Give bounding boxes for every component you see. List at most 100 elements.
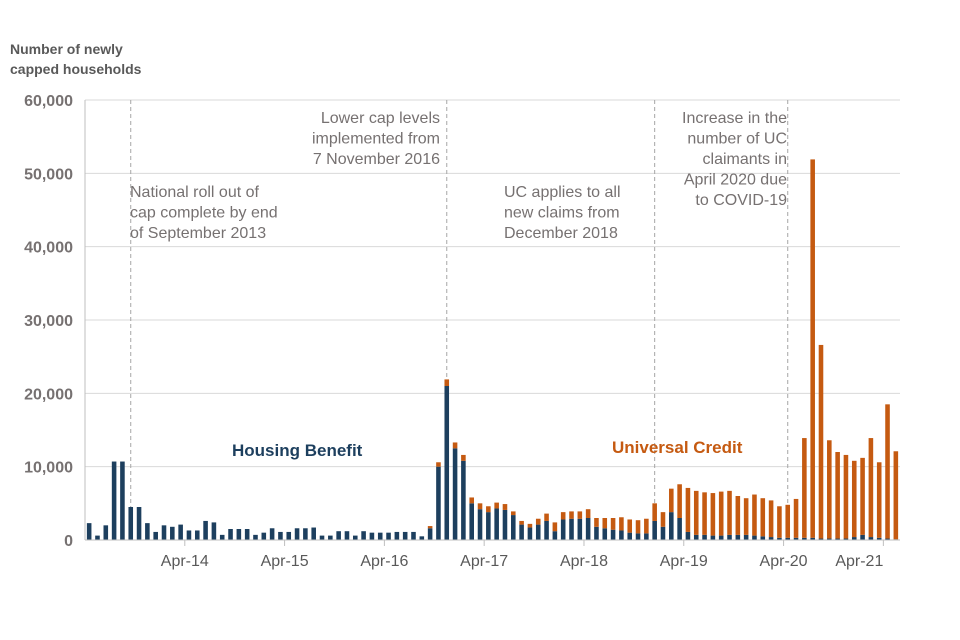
bar-housing-benefit [752,535,757,540]
bar-universal-credit [602,518,608,529]
bar-housing-benefit [818,538,824,540]
bar-housing-benefit [103,525,109,540]
bar-housing-benefit [735,534,741,540]
bar-housing-benefit [311,527,316,540]
bar-universal-credit [785,504,791,538]
x-tick-label: Apr-17 [460,553,508,570]
bar-housing-benefit [145,523,150,540]
x-tick-label: Apr-19 [660,553,708,570]
annotation-text: UC applies to all [504,184,621,201]
annotation-text: April 2020 due [684,172,787,189]
bar-housing-benefit [710,535,716,540]
bar-housing-benefit [386,532,391,540]
bar-universal-credit [469,497,474,504]
y-tick-label: 30,000 [24,313,73,330]
bars [86,159,899,540]
bar-housing-benefit [785,537,791,540]
bar-housing-benefit [136,507,142,540]
y-tick-label: 60,000 [24,93,73,110]
bar-housing-benefit [702,534,707,540]
y-tick-label: 50,000 [24,166,73,183]
bar-housing-benefit [369,532,375,540]
bar-housing-benefit [427,528,433,540]
bar-housing-benefit [885,538,890,540]
bar-universal-credit [743,498,749,535]
bar-housing-benefit [718,535,724,540]
bar-housing-benefit [319,535,325,540]
bar-housing-benefit [768,537,774,540]
y-tick-label: 0 [64,533,73,550]
bar-housing-benefit [161,525,167,540]
annotation-text: 7 November 2016 [313,151,440,168]
bar-universal-credit [660,512,666,527]
bar-housing-benefit [211,522,217,540]
bar-housing-benefit [644,533,649,540]
bar-housing-benefit [294,528,300,540]
bar-housing-benefit [660,526,666,540]
bar-universal-credit [444,379,450,386]
bar-universal-credit [644,518,649,534]
bar-universal-credit [577,511,583,519]
bar-universal-credit [585,509,591,518]
bar-universal-credit [685,487,691,532]
bar-housing-benefit [552,531,558,540]
bar-universal-credit [693,490,699,535]
bar-housing-benefit [402,531,408,540]
bar-housing-benefit [394,531,400,540]
bar-housing-benefit [128,507,134,540]
bar-housing-benefit [286,531,292,540]
bar-housing-benefit [111,461,117,540]
bar-housing-benefit [519,524,524,540]
bar-universal-credit [477,503,483,510]
bar-housing-benefit [228,529,233,540]
bar-housing-benefit [261,532,267,540]
bar-universal-credit [635,520,641,534]
y-tick-label: 20,000 [24,386,73,403]
bar-universal-credit [860,457,865,535]
bar-housing-benefit [336,531,341,540]
bar-housing-benefit [203,520,208,540]
bar-housing-benefit [693,534,699,540]
bar-universal-credit [835,452,840,539]
bar-housing-benefit [328,535,333,540]
annotation-text: of September 2013 [130,225,266,242]
bar-housing-benefit [170,526,175,540]
bar-universal-credit [494,502,499,509]
bar-universal-credit [652,503,657,521]
bar-universal-credit [610,518,616,530]
bar-universal-credit [802,438,807,538]
bar-housing-benefit [377,532,383,540]
bar-housing-benefit [577,518,583,540]
bar-housing-benefit [876,537,882,540]
x-tick-label: Apr-20 [760,553,808,570]
bar-housing-benefit [569,518,574,540]
bar-universal-credit [710,493,716,536]
bar-universal-credit [760,498,766,537]
bar-housing-benefit [810,537,815,540]
bar-housing-benefit [502,509,508,540]
bar-universal-credit [677,484,682,518]
bar-universal-credit [718,491,724,536]
bar-housing-benefit [194,530,200,540]
bar-housing-benefit [244,529,250,540]
bar-universal-credit [594,518,599,527]
bar-housing-benefit [685,531,691,540]
bar-universal-credit [702,492,707,535]
bar-housing-benefit [344,531,350,540]
bar-universal-credit [735,496,741,535]
bar-housing-benefit [727,534,732,540]
bar-housing-benefit [411,531,416,540]
bar-housing-benefit [253,534,258,540]
bar-universal-credit [810,159,815,538]
y-axis-ticks: 0 10,000 20,000 30,000 40,000 50,000 60,000 [24,93,73,550]
bar-housing-benefit [461,460,466,540]
annotation-text: implemented from [312,131,440,148]
bar-housing-benefit [827,538,832,540]
bar-universal-credit [527,523,533,528]
annotation-text: to COVID-19 [695,192,787,209]
bar-housing-benefit [477,509,483,540]
bar-universal-credit [511,511,516,516]
bar-universal-credit [843,454,849,539]
